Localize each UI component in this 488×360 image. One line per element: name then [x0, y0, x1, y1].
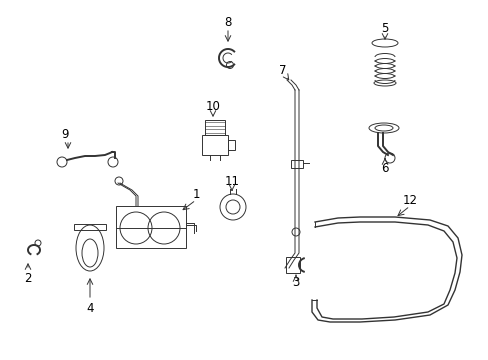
Text: 6: 6: [381, 162, 388, 175]
Text: 1: 1: [192, 188, 199, 201]
Text: 5: 5: [381, 22, 388, 35]
Text: 4: 4: [86, 302, 94, 315]
Text: 9: 9: [61, 127, 69, 140]
Text: 2: 2: [24, 271, 32, 284]
Text: 11: 11: [224, 175, 239, 188]
Text: 3: 3: [292, 275, 299, 288]
Text: 7: 7: [279, 63, 286, 77]
Text: 12: 12: [402, 194, 417, 207]
Text: 8: 8: [224, 15, 231, 28]
Text: 10: 10: [205, 99, 220, 113]
